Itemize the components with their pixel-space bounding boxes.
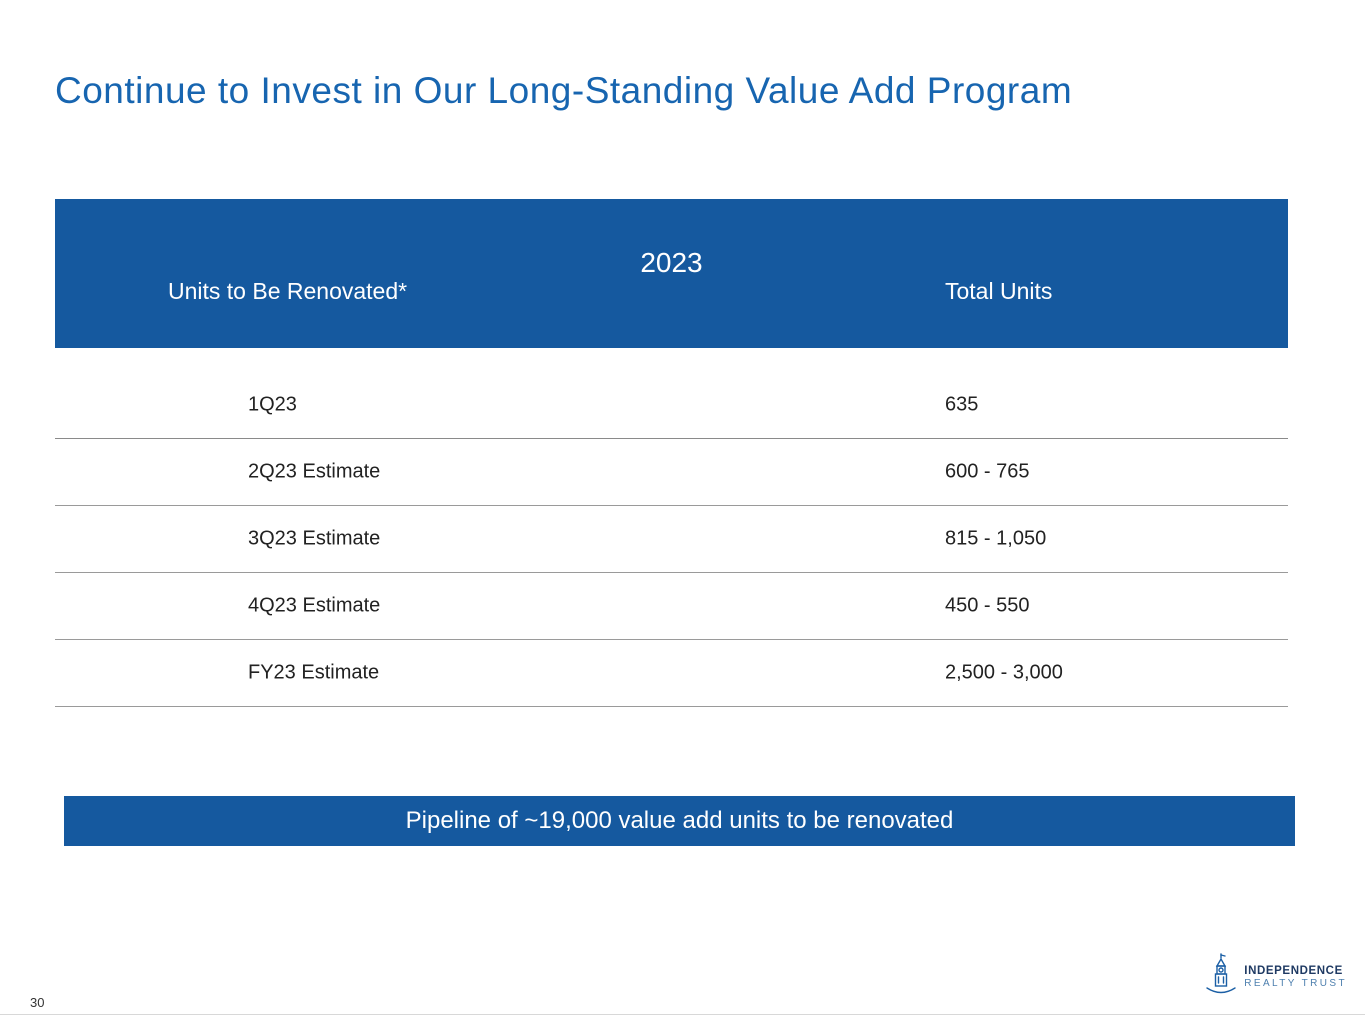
table-row: FY23 Estimate 2,500 - 3,000 (55, 640, 1288, 707)
page-number: 30 (30, 995, 45, 1010)
table-row: 2Q23 Estimate 600 - 765 (55, 439, 1288, 506)
row-value: 2,500 - 3,000 (945, 661, 1063, 684)
company-logo: INDEPENDENCE REALTY TRUST (1204, 952, 1347, 1003)
row-value: 450 - 550 (945, 594, 1030, 617)
row-value: 815 - 1,050 (945, 527, 1047, 550)
column-header-total-units: Total Units (945, 278, 1053, 304)
row-label: 1Q23 (248, 393, 297, 416)
independence-hall-tower-icon (1204, 952, 1238, 1003)
row-label: 4Q23 Estimate (248, 594, 381, 617)
table-year-header: 2023 (640, 247, 703, 278)
pipeline-banner: Pipeline of ~19,000 value add units to b… (64, 796, 1295, 846)
column-header-units-to-be-renovated: Units to Be Renovated* (168, 278, 408, 304)
table-row: 4Q23 Estimate 450 - 550 (55, 573, 1288, 640)
row-label: FY23 Estimate (248, 661, 380, 684)
footer-divider (0, 1014, 1365, 1015)
logo-line2: REALTY TRUST (1244, 978, 1347, 990)
table-row: 3Q23 Estimate 815 - 1,050 (55, 506, 1288, 573)
row-label: 3Q23 Estimate (248, 527, 381, 550)
table-body: 1Q23 635 2Q23 Estimate 600 - 765 3Q23 Es… (55, 372, 1288, 707)
logo-line1: INDEPENDENCE (1244, 965, 1343, 978)
page-title: Continue to Invest in Our Long-Standing … (55, 70, 1073, 111)
row-value: 600 - 765 (945, 460, 1030, 483)
pipeline-banner-text: Pipeline of ~19,000 value add units to b… (405, 807, 954, 834)
logo-text: INDEPENDENCE REALTY TRUST (1244, 964, 1347, 991)
table-header-band: 2023 Units to Be Renovated* Total Units (55, 199, 1288, 348)
row-value: 635 (945, 393, 979, 416)
table-row: 1Q23 635 (55, 372, 1288, 439)
row-label: 2Q23 Estimate (248, 460, 381, 483)
